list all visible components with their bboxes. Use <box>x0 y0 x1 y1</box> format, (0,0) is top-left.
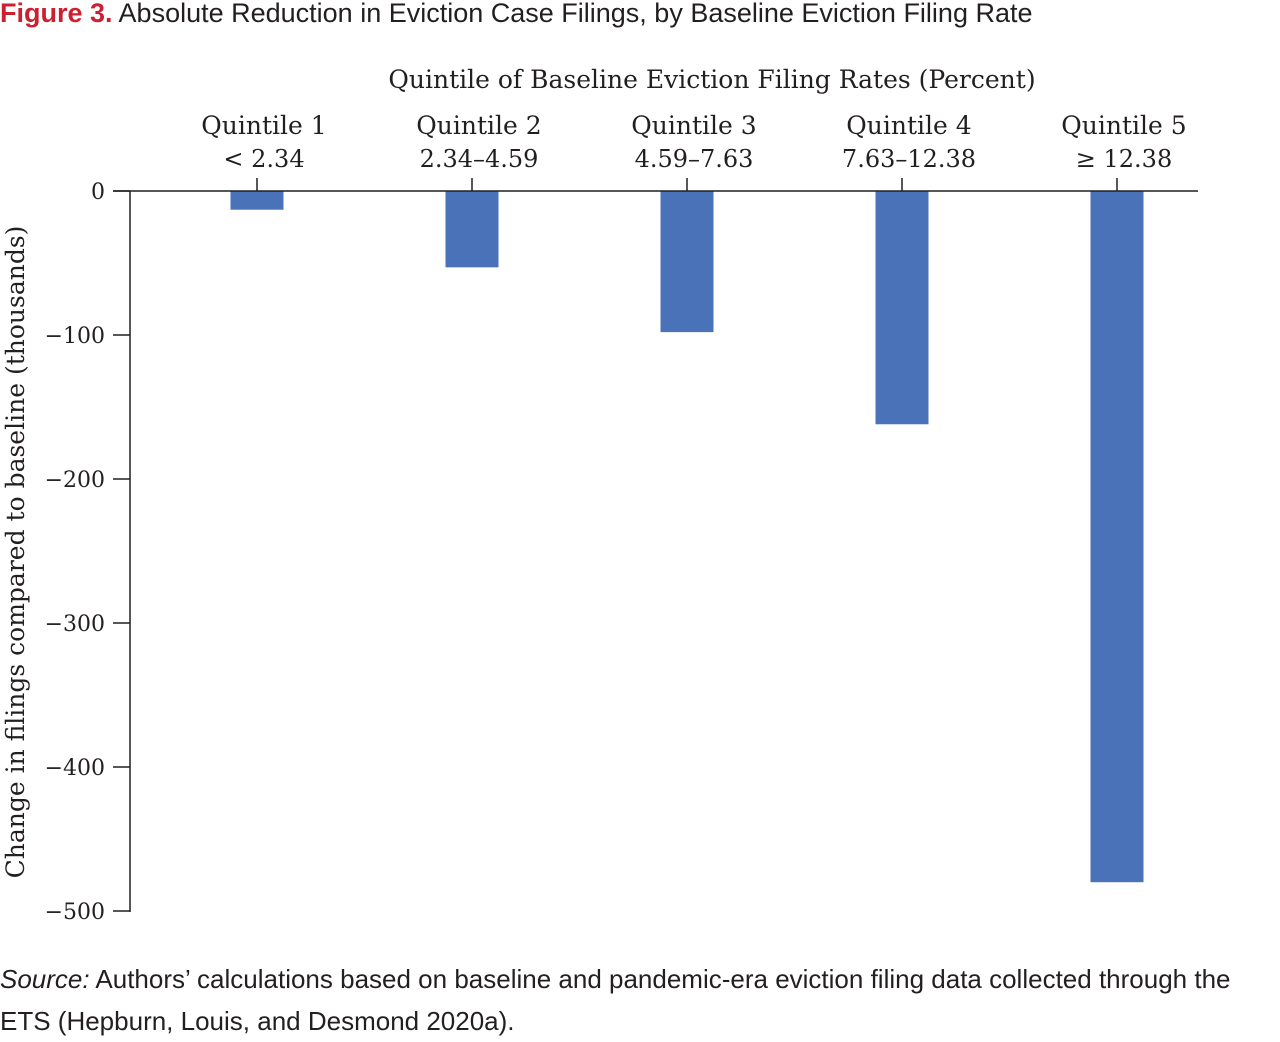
y-axis-title: Change in filings compared to baseline (… <box>1 226 30 879</box>
x-axis-title: Quintile of Baseline Eviction Filing Rat… <box>388 65 1035 94</box>
y-tick-label: 0 <box>91 180 105 205</box>
bar <box>230 191 284 210</box>
bar-chart: Quintile of Baseline Eviction Filing Rat… <box>1 65 1198 925</box>
x-tick-label: Quintile 3 <box>631 111 756 140</box>
bar <box>445 191 499 268</box>
bar-series <box>230 191 1144 883</box>
y-tick-label: −500 <box>45 900 105 925</box>
bar <box>1090 191 1144 883</box>
x-tick-label: Quintile 2 <box>416 111 541 140</box>
x-tick-label: Quintile 4 <box>846 111 971 140</box>
x-axis: Quintile 1 < 2.34 Quintile 2 2.34–4.59 Quint… <box>201 111 1187 191</box>
x-tick-range-label: < 2.34 <box>223 145 304 173</box>
y-tick-label: −400 <box>45 756 105 781</box>
x-tick-range-label: ≥ 12.38 <box>1076 145 1172 173</box>
source-label: Source: <box>0 964 90 994</box>
x-tick-range-label: 2.34–4.59 <box>420 145 539 173</box>
x-tick-range-label: 7.63–12.38 <box>842 145 976 173</box>
y-axis: 0 −100 −200 −300 −400 −500 <box>45 180 130 925</box>
y-tick-label: −100 <box>45 324 105 349</box>
bar <box>875 191 929 425</box>
bar <box>660 191 714 333</box>
figure-title: Figure 3. Absolute Reduction in Eviction… <box>0 0 1033 30</box>
source-note: Source: Authors’ calculations based on b… <box>0 958 1280 1042</box>
x-tick-range-label: 4.59–7.63 <box>635 145 754 173</box>
y-tick-label: −200 <box>45 468 105 493</box>
figure-title-text: Absolute Reduction in Eviction Case Fili… <box>112 0 1033 28</box>
x-tick-label: Quintile 1 <box>201 111 326 140</box>
figure-number: Figure 3. <box>0 0 113 28</box>
source-text: Authors’ calculations based on baseline … <box>0 964 1231 1036</box>
x-tick-label: Quintile 5 <box>1061 111 1186 140</box>
y-tick-label: −300 <box>45 612 105 637</box>
